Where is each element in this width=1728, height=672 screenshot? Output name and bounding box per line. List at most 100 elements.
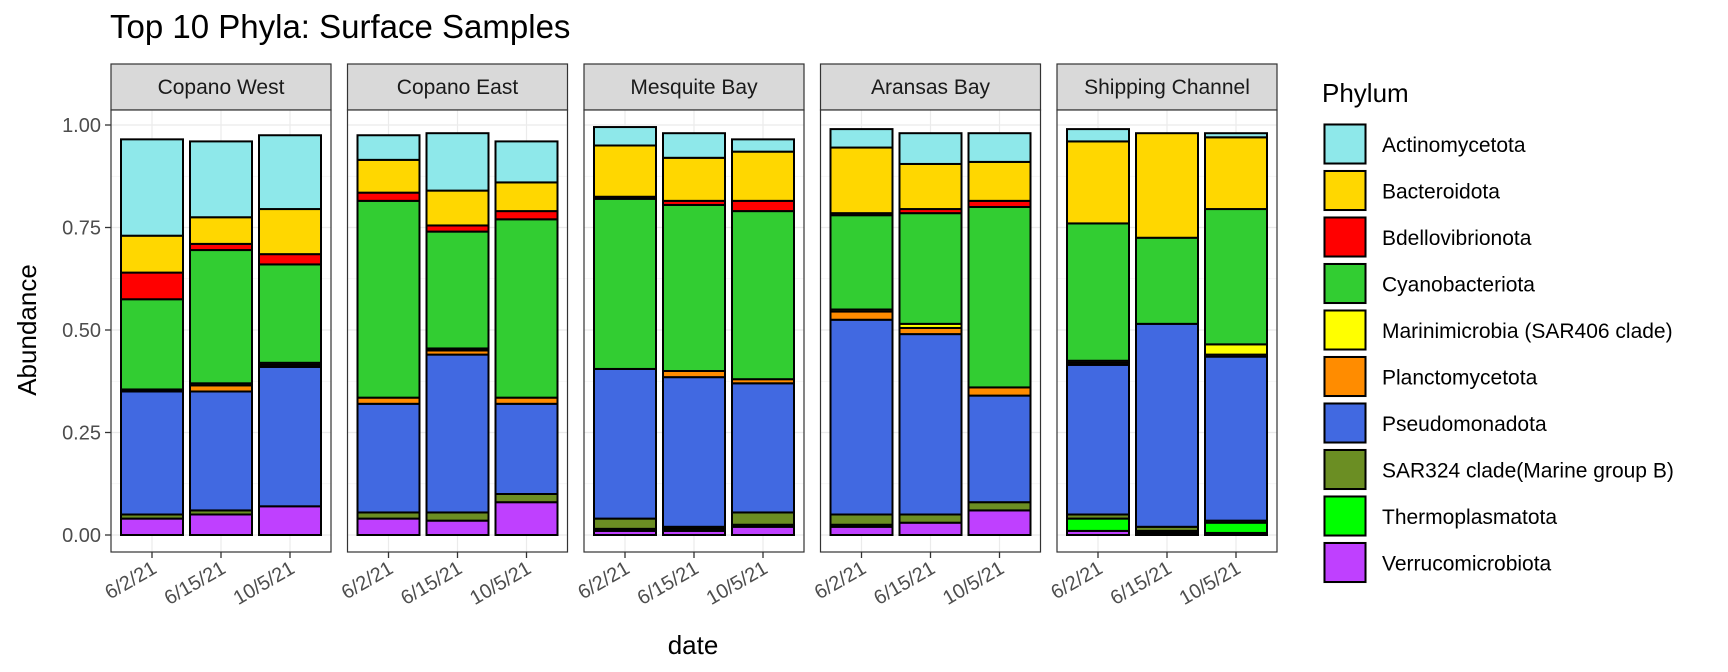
facet-strip	[583, 63, 805, 111]
bar-segment	[1066, 517, 1130, 532]
facet-strip-label: Mesquite Bay	[630, 76, 758, 99]
legend-item: Bacteroidota	[1323, 169, 1500, 212]
bar-segment	[829, 128, 894, 149]
bar-segment	[593, 126, 657, 147]
bar-segment	[829, 513, 894, 526]
bar-segment	[189, 249, 253, 385]
legend-item: Bdellovibrionota	[1323, 216, 1532, 258]
bar-segment	[967, 509, 1032, 536]
stacked-bar	[425, 132, 490, 537]
x-tick-label: 6/2/21	[101, 557, 160, 604]
stacked-bar	[356, 134, 421, 536]
bar-segment	[898, 521, 963, 537]
facet-panel: Aransas Bay 6/2/21 6/15/21 10/5/21	[811, 63, 1042, 610]
bar-segment	[258, 253, 322, 266]
legend-label: Thermoplasmatota	[1382, 506, 1557, 529]
bar-segment	[356, 158, 421, 194]
bar-segment	[189, 216, 253, 245]
bar-segment	[662, 132, 726, 159]
bar-segment	[356, 517, 421, 536]
bar-segment	[494, 140, 559, 184]
panel-border	[346, 109, 569, 553]
bar-segment	[356, 134, 421, 161]
bar-segment	[189, 140, 253, 219]
legend-label: Cyanobacteriota	[1382, 274, 1535, 297]
stacked-bar	[1066, 128, 1130, 537]
legend-label: Verrucomicrobiota	[1382, 553, 1552, 576]
bar-segment	[120, 271, 184, 301]
bar-segment	[967, 501, 1032, 512]
legend-label: Actinomycetota	[1382, 134, 1526, 157]
bar-segment	[258, 505, 322, 536]
legend-swatch	[1323, 449, 1367, 490]
x-tick-label: 6/2/21	[574, 557, 633, 604]
bar-segment	[120, 138, 184, 237]
bar-segment	[1135, 132, 1199, 239]
bar-segment	[258, 134, 322, 211]
stacked-bar	[1135, 132, 1199, 537]
bar-segment	[425, 189, 490, 227]
bar-segment	[898, 162, 963, 211]
bar-segment	[425, 230, 490, 350]
bar-segment	[189, 513, 253, 536]
facet-panel: Copano West 6/2/21 6/15/21 10/5/21	[101, 63, 332, 610]
y-axis-title: Abundance	[12, 264, 42, 396]
legend-swatch	[1323, 495, 1367, 537]
x-tick-label: 6/15/21	[161, 557, 230, 609]
y-tick-label: 0.75	[62, 218, 101, 240]
bar-segment	[494, 218, 559, 399]
stacked-bar	[258, 134, 322, 536]
x-tick-label: 6/15/21	[870, 557, 939, 609]
bar-segment	[1066, 222, 1130, 362]
x-tick-label: 10/5/21	[939, 557, 1008, 609]
legend-item: Marinimicrobia (SAR406 clade)	[1323, 309, 1673, 351]
bar-segment	[731, 382, 795, 514]
bar-segment	[829, 146, 894, 215]
bar-segment	[258, 263, 322, 364]
bar-segment	[425, 519, 490, 537]
legend-item: Actinomycetota	[1323, 123, 1526, 165]
bar-segment	[829, 214, 894, 311]
legend-swatch	[1323, 402, 1367, 444]
legend-items: Actinomycetota Bacteroidota Bdellovibriono…	[1323, 123, 1674, 584]
legend-swatch	[1323, 263, 1367, 304]
x-tick-label: 10/5/21	[703, 557, 772, 609]
legend-swatch	[1323, 170, 1367, 211]
bar-segment	[898, 212, 963, 325]
bar-segment	[731, 210, 795, 381]
y-tick-label: 0.50	[62, 320, 101, 342]
panel-border	[583, 109, 805, 553]
bar-segment	[494, 210, 559, 221]
bar-segment	[120, 298, 184, 391]
stacked-bar	[494, 140, 559, 537]
bar-segment	[898, 132, 963, 165]
panel-border	[110, 109, 332, 553]
legend-label: SAR324 clade(Marine group B)	[1382, 460, 1674, 483]
x-tick-label: 6/15/21	[397, 557, 466, 609]
y-tick-label: 0.00	[62, 525, 101, 547]
y-axis: 0.00 0.25 0.50 0.75 1.00	[62, 115, 111, 547]
legend-item: Cyanobacteriota	[1323, 262, 1535, 305]
bar-segment	[1135, 236, 1199, 325]
bar-segment	[494, 501, 559, 537]
legend-label: Bacteroidota	[1382, 181, 1500, 204]
facet-panel: Shipping Channel 6/2/21 6/15/21 10/5/21	[1047, 63, 1278, 610]
facet-strip	[1056, 63, 1278, 111]
stacked-bar	[731, 138, 795, 536]
legend-label: Pseudomonadota	[1382, 413, 1547, 436]
x-tick-label: 10/5/21	[230, 557, 299, 609]
stacked-bar	[967, 132, 1032, 536]
facet-strip-label: Copano West	[158, 76, 285, 99]
legend-label: Bdellovibrionota	[1382, 227, 1532, 250]
legend-swatch	[1323, 216, 1367, 258]
y-tick-label: 0.25	[62, 423, 101, 445]
legend: Phylum Actinomycetota Bacteroidota Bdellov…	[1322, 78, 1674, 584]
bar-segment	[593, 517, 657, 530]
stacked-bar	[189, 140, 253, 536]
bar-segment	[829, 525, 894, 536]
bar-segment	[829, 318, 894, 516]
bar-segment	[1204, 208, 1268, 346]
facet-strip	[110, 63, 332, 111]
stacked-bar	[120, 138, 184, 536]
bar-segment	[494, 402, 559, 495]
